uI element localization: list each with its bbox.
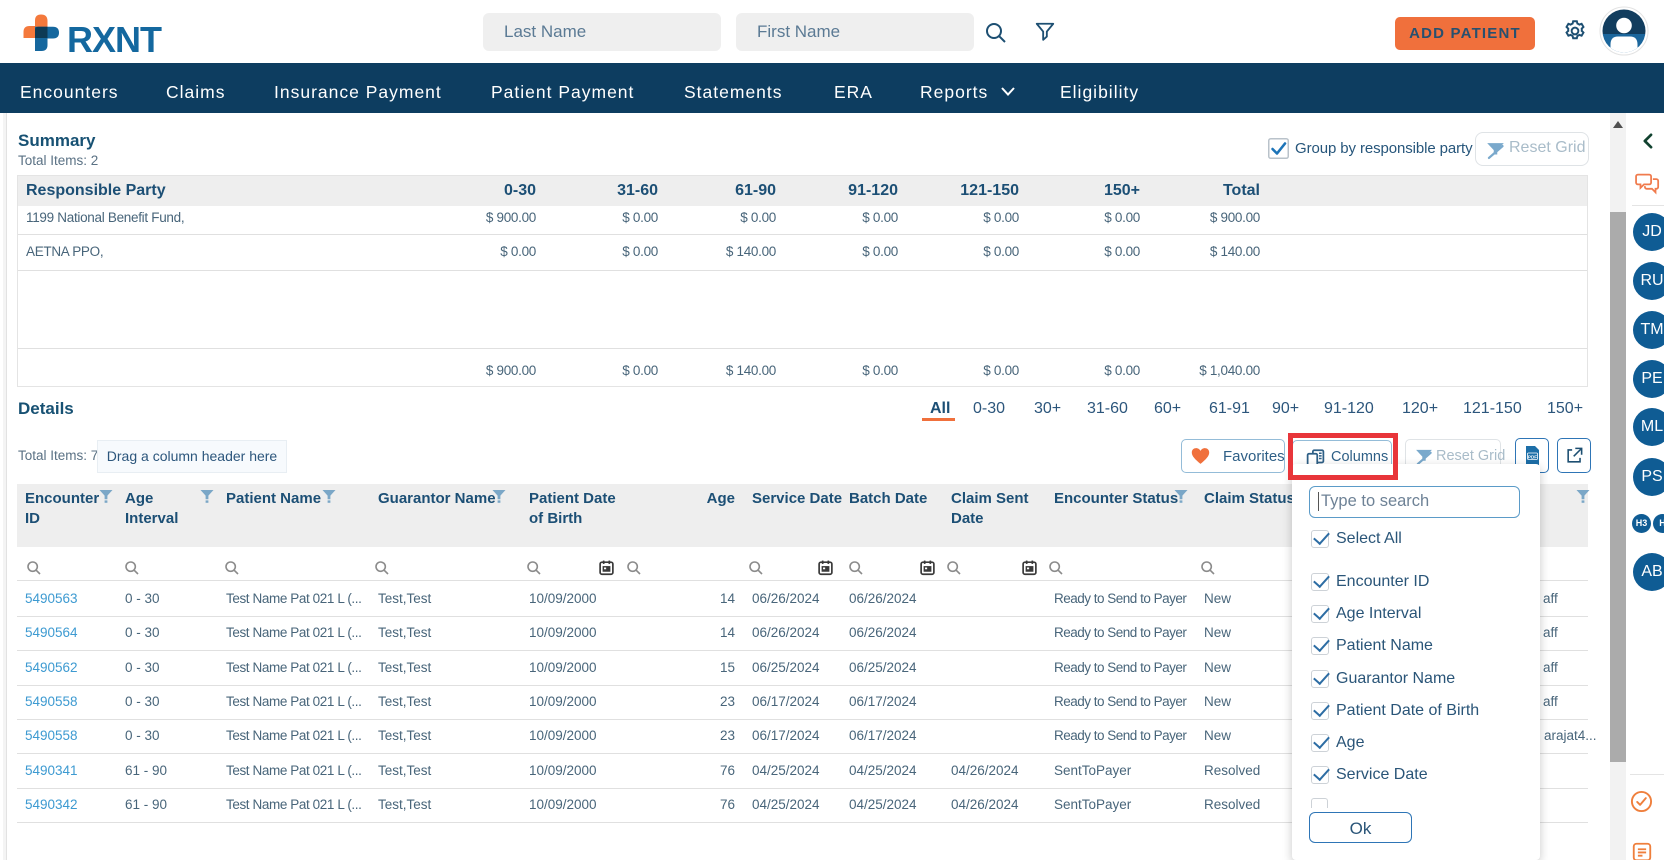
svg-text:PDF: PDF [1528,454,1537,459]
